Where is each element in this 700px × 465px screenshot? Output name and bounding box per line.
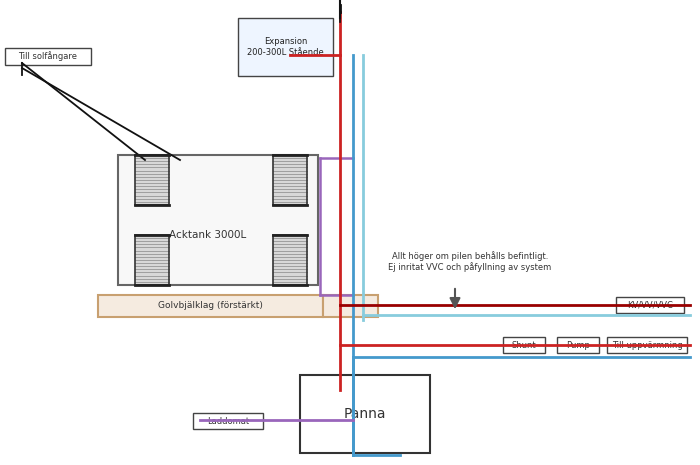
Text: Till solfångare: Till solfångare	[18, 52, 78, 61]
Bar	[273, 155, 307, 205]
Text: Allt höger om pilen behålls befintligt.
Ej inritat VVC och påfyllning av system: Allt höger om pilen behålls befintligt. …	[389, 251, 552, 272]
Text: Expansion
200-300L Stående: Expansion 200-300L Stående	[247, 37, 324, 57]
Bar	[616, 297, 684, 313]
Bar	[135, 155, 169, 205]
Text: Shunt: Shunt	[512, 340, 536, 350]
Bar	[98, 295, 323, 317]
Text: Till uppvärmning: Till uppvärmning	[612, 340, 682, 350]
Bar	[503, 337, 545, 353]
Bar	[118, 155, 318, 285]
Text: Panna: Panna	[344, 407, 386, 421]
Text: Laddomat: Laddomat	[207, 417, 249, 425]
Bar	[607, 337, 687, 353]
Bar	[5, 48, 91, 65]
Bar	[135, 235, 169, 285]
Bar	[135, 155, 169, 205]
Bar	[193, 413, 263, 429]
Text: Pump: Pump	[566, 340, 590, 350]
Bar	[238, 18, 333, 76]
Bar	[323, 295, 378, 317]
Bar	[557, 337, 599, 353]
Bar	[300, 375, 430, 453]
Text: Acktank 3000L: Acktank 3000L	[169, 230, 246, 240]
Bar	[135, 235, 169, 285]
Bar	[273, 235, 307, 285]
Text: Golvbjälklag (förstärkt): Golvbjälklag (förstärkt)	[158, 301, 263, 311]
Bar	[273, 155, 307, 205]
Bar	[273, 235, 307, 285]
Text: KV/VV/VVC: KV/VV/VVC	[627, 300, 673, 310]
